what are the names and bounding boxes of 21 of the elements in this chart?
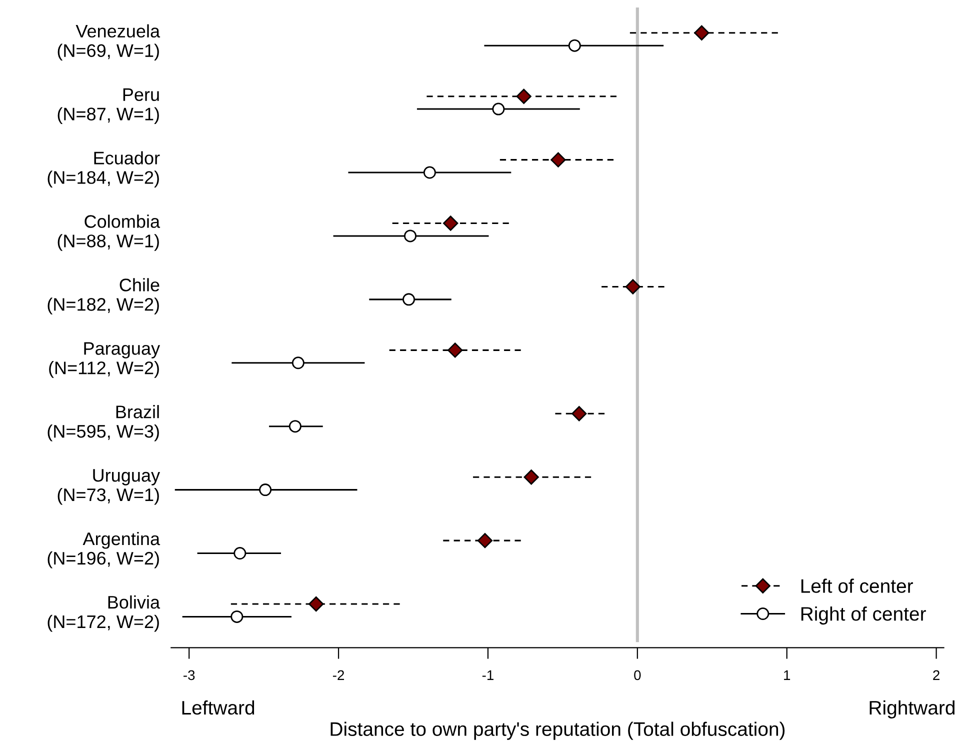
y-tick-label: Brazil (N=595, W=3)	[48, 405, 159, 442]
text: Rightward	[870, 700, 954, 718]
x-tick-label: -1	[482, 670, 494, 680]
x-axis-title: Distance to own party's reputation (Total obfuscation)	[330, 722, 785, 740]
y-tick-label: Venezuela (N=69, W=1)	[58, 24, 160, 61]
y-tick-label: Peru (N=87, W=1)	[58, 88, 159, 124]
x-tick-label: 1	[784, 670, 790, 680]
x-tick-label: -2	[332, 670, 344, 680]
y-tick-label: Paraguay (N=112, W=2)	[49, 342, 160, 378]
x-tick-label: 2	[933, 670, 940, 680]
y-tick-label: Bolivia (N=172, W=2)	[48, 595, 160, 632]
x-tick-label: -3	[184, 670, 195, 680]
legend-label: Right of center	[801, 606, 926, 625]
legend-label: Left of center	[801, 578, 913, 593]
x-tick-label: 0	[634, 670, 641, 680]
y-tick-label: Chile (N=182, W=2)	[48, 278, 160, 314]
y-tick-label: Ecuador (N=184, W=2)	[48, 151, 160, 188]
y-tick-label: Uruguay (N=73, W=1)	[58, 469, 160, 505]
text: Leftward	[182, 700, 254, 715]
y-tick-label: Colombia (N=88, W=1)	[58, 214, 160, 251]
y-tick-label: Argentina (N=196, W=2)	[48, 532, 160, 568]
